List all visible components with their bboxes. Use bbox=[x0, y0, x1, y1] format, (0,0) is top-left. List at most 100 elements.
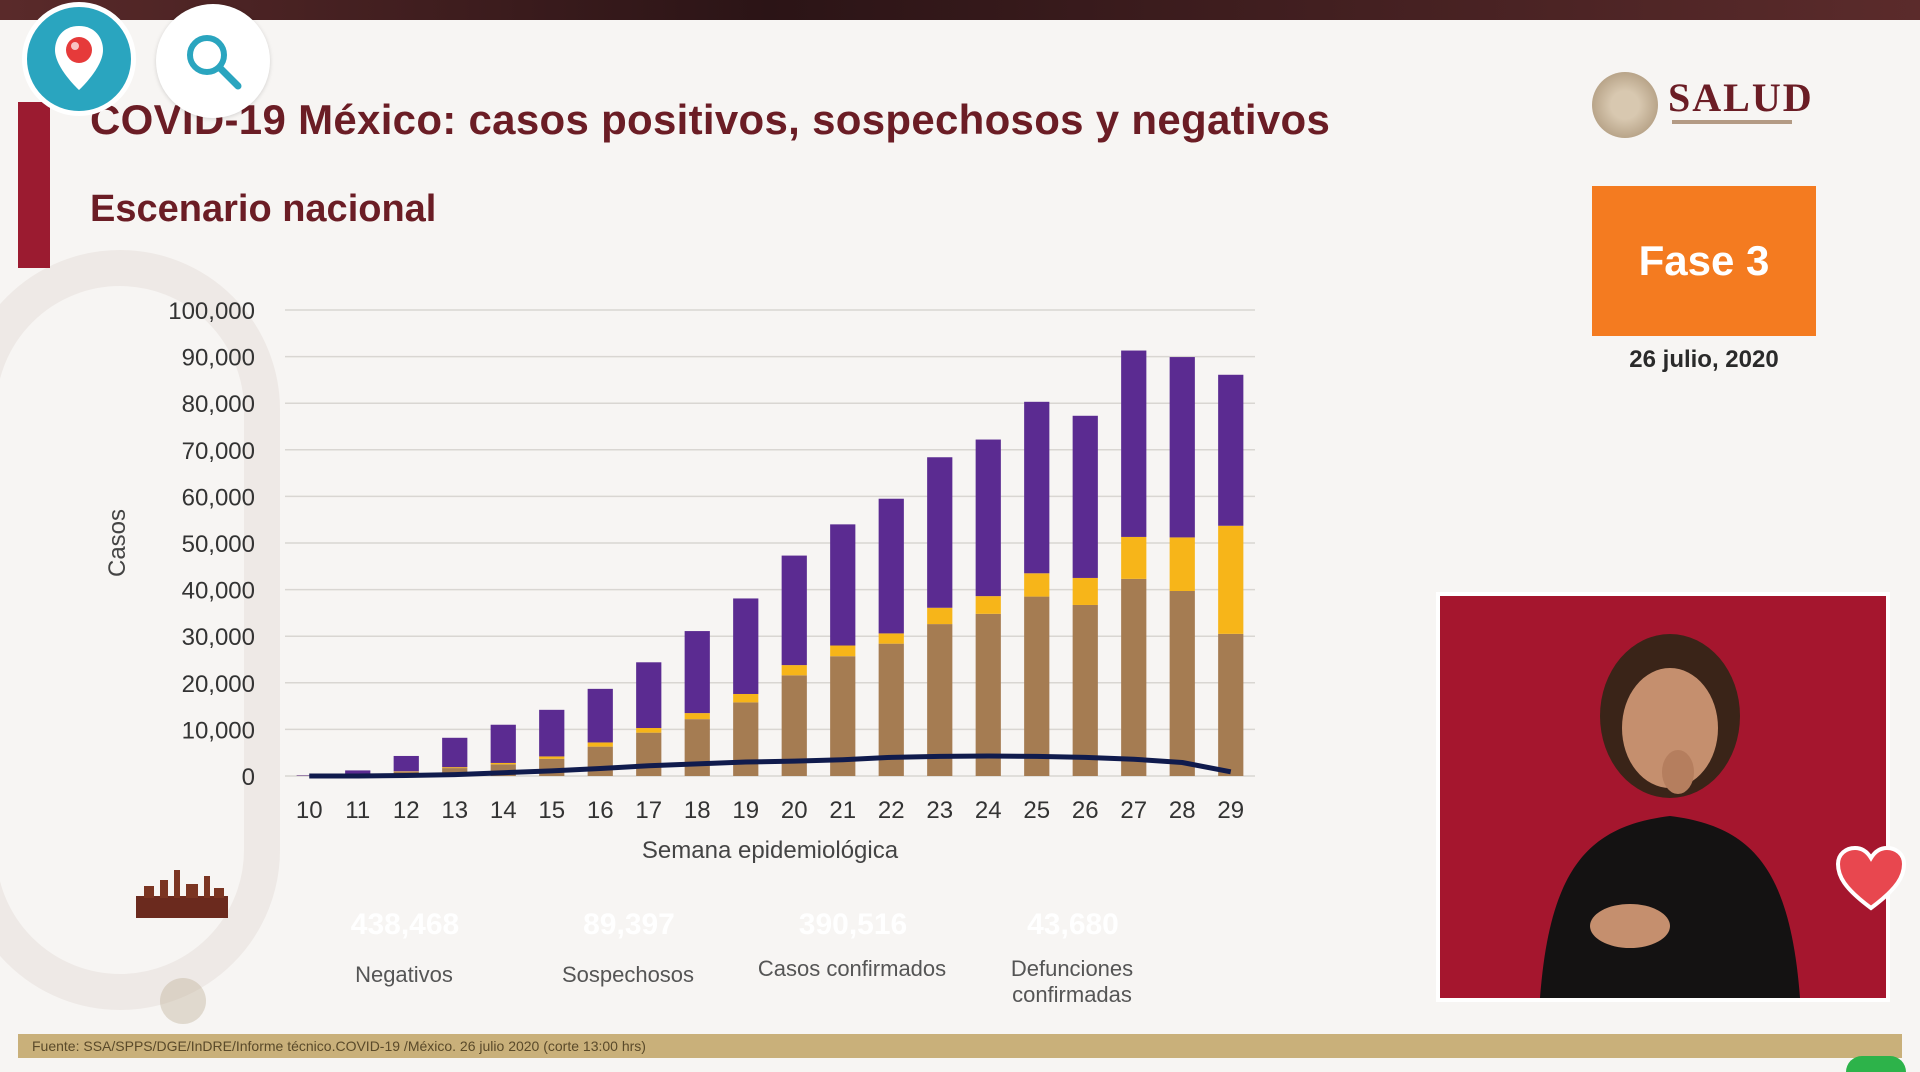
phase-badge: Fase 3 bbox=[1592, 186, 1816, 336]
y-tick-label: 10,000 bbox=[182, 717, 255, 744]
x-tick-label: 13 bbox=[441, 797, 468, 824]
bar-segment bbox=[636, 728, 662, 733]
bar-segment bbox=[1024, 401, 1050, 574]
y-tick-label: 50,000 bbox=[182, 531, 255, 558]
x-tick-label: 11 bbox=[345, 797, 370, 824]
x-tick-label: 24 bbox=[975, 797, 1002, 824]
bar-segment bbox=[975, 596, 1001, 614]
city-skyline-icon bbox=[134, 866, 230, 920]
defunciones-label: Defunciones confirmadas bbox=[1010, 956, 1134, 1007]
bar-segment bbox=[781, 555, 807, 666]
x-tick-label: 29 bbox=[1217, 797, 1244, 824]
bar-segment bbox=[1169, 537, 1195, 591]
bar-segment bbox=[636, 662, 662, 729]
bar-segment bbox=[975, 439, 1001, 597]
y-tick-label: 90,000 bbox=[182, 345, 255, 372]
bar-segment bbox=[830, 656, 856, 776]
heart-reaction-button[interactable] bbox=[1834, 844, 1908, 914]
bar-segment bbox=[733, 693, 759, 703]
bar-segment bbox=[1121, 536, 1147, 579]
bar-segment bbox=[1121, 578, 1147, 776]
bar-segment bbox=[1024, 596, 1050, 776]
bar-segment bbox=[781, 665, 807, 676]
bar-segment bbox=[927, 624, 953, 776]
government-seal-icon bbox=[1592, 72, 1658, 138]
salud-logo-text: SALUD bbox=[1668, 75, 1814, 120]
sospechosos-total: 89,397 bbox=[583, 908, 675, 941]
x-tick-label: 12 bbox=[393, 797, 420, 824]
bar-segment bbox=[733, 702, 759, 776]
heart-icon bbox=[1835, 845, 1907, 911]
y-tick-label: 70,000 bbox=[182, 438, 255, 465]
y-tick-label: 20,000 bbox=[182, 671, 255, 698]
bar-segment bbox=[490, 724, 516, 763]
bar-segment bbox=[539, 756, 565, 759]
bar-segment bbox=[1169, 357, 1195, 538]
window-top-strip bbox=[0, 0, 1920, 20]
x-tick-label: 22 bbox=[878, 797, 905, 824]
x-tick-label: 14 bbox=[490, 797, 517, 824]
bar-segment bbox=[587, 688, 613, 743]
bar-segment bbox=[1072, 577, 1098, 605]
x-tick-label: 19 bbox=[732, 797, 759, 824]
bar-segment bbox=[927, 457, 953, 608]
bar-segment bbox=[636, 732, 662, 776]
bar-segment bbox=[442, 768, 468, 776]
x-tick-label: 18 bbox=[684, 797, 711, 824]
search-button[interactable] bbox=[156, 4, 270, 118]
bar-segment bbox=[1218, 633, 1244, 776]
watermark-seal-icon bbox=[160, 978, 206, 1024]
x-tick-label: 16 bbox=[587, 797, 614, 824]
confirmados-total: 390,516 bbox=[798, 908, 908, 941]
x-tick-label: 26 bbox=[1072, 797, 1099, 824]
bar-segment bbox=[345, 770, 371, 775]
x-axis-label: Semana epidemiológica bbox=[642, 837, 899, 864]
y-axis-label: Casos bbox=[104, 509, 131, 577]
bar-segment bbox=[733, 598, 759, 694]
bar-segment bbox=[587, 746, 613, 776]
bar-segment bbox=[975, 613, 1001, 776]
location-pin-button[interactable] bbox=[22, 2, 136, 116]
sign-language-interpreter-video bbox=[1436, 592, 1890, 1002]
x-tick-label: 17 bbox=[635, 797, 662, 824]
bar-segment bbox=[393, 755, 419, 772]
negativos-label: Negativos bbox=[355, 962, 453, 987]
bar-segment bbox=[587, 742, 613, 747]
logo-underline bbox=[1672, 120, 1792, 124]
y-tick-label: 80,000 bbox=[182, 391, 255, 418]
x-tick-label: 25 bbox=[1023, 797, 1050, 824]
bar-segment bbox=[830, 645, 856, 657]
x-tick-label: 28 bbox=[1169, 797, 1196, 824]
x-tick-label: 21 bbox=[829, 797, 856, 824]
confirmados-label: Casos confirmados bbox=[757, 956, 947, 981]
defunciones-total: 43,680 bbox=[1027, 908, 1119, 941]
x-tick-label: 20 bbox=[781, 797, 808, 824]
bar-segment bbox=[490, 764, 516, 776]
y-tick-label: 100,000 bbox=[168, 298, 255, 325]
stacked-bar-chart: 0 10,000 20,000 30,000 40,000 50,000 60,000 70,… bbox=[104, 298, 1255, 864]
bar-segment bbox=[684, 631, 710, 714]
bar-segment bbox=[878, 643, 904, 776]
corner-badge bbox=[1846, 1056, 1906, 1072]
search-icon bbox=[187, 35, 242, 90]
y-tick-label: 40,000 bbox=[182, 578, 255, 605]
x-tick-label: 27 bbox=[1120, 797, 1147, 824]
bar-segment bbox=[878, 498, 904, 634]
bar-segment bbox=[684, 719, 710, 776]
x-tick-label: 23 bbox=[926, 797, 953, 824]
location-pin-icon bbox=[55, 26, 103, 90]
source-footnote: Fuente: SSA/SPPS/DGE/InDRE/Informe técni… bbox=[18, 1034, 1902, 1058]
bar-segment bbox=[1169, 590, 1195, 776]
bar-segment bbox=[878, 633, 904, 644]
negativos-total: 438,468 bbox=[350, 908, 460, 941]
bar-segment bbox=[1072, 415, 1098, 578]
bar-segment bbox=[927, 607, 953, 625]
bar-segment bbox=[442, 767, 468, 769]
bar-segment bbox=[1024, 573, 1050, 597]
bar-segment bbox=[1072, 604, 1098, 776]
bar-segment bbox=[1218, 374, 1244, 526]
x-tick-label: 10 bbox=[296, 797, 323, 824]
sospechosos-label: Sospechosos bbox=[561, 962, 695, 987]
slide-title: COVID-19 México: casos positivos, sospec… bbox=[90, 96, 1331, 143]
